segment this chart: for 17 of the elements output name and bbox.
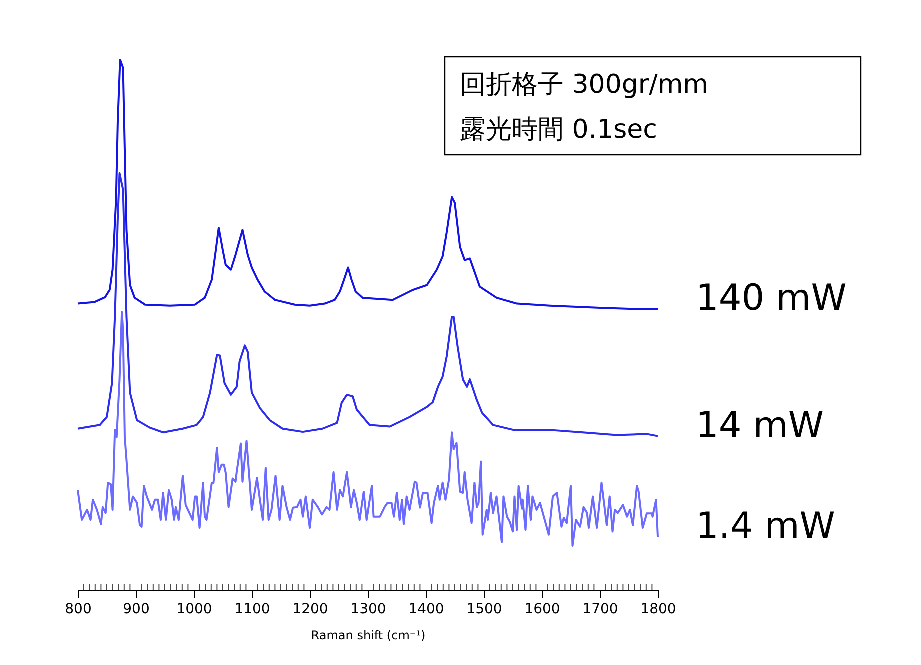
series-label: 14 mW [696,405,824,446]
x-axis-title: Raman shift (cm⁻¹) [311,628,426,642]
x-tick-label: 1100 [234,602,270,618]
annotation: 露光時間 0.1sec [460,115,658,145]
x-tick-label: 1700 [582,602,618,618]
annotation: 回折格子 300gr/mm [460,70,708,100]
series-label: 1.4 mW [696,506,836,547]
x-tick-label: 1800 [640,602,676,618]
x-tick-label: 1400 [408,602,444,618]
x-tick-label: 900 [123,602,150,618]
x-tick-label: 1600 [524,602,560,618]
x-tick-label: 1200 [292,602,328,618]
x-tick-label: 1300 [350,602,386,618]
x-tick-label: 1500 [466,602,502,618]
series-label: 140 mW [696,278,847,320]
x-tick-label: 800 [65,602,92,618]
x-tick-label: 1000 [176,602,212,618]
